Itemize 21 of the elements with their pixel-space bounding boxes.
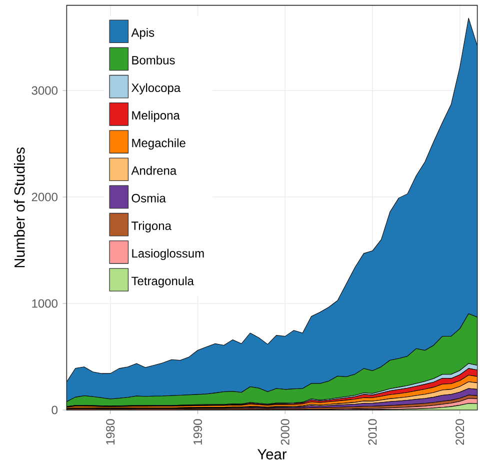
legend-label: Andrena — [131, 166, 177, 176]
x-tick-label: 2010 — [368, 419, 377, 445]
legend-label: Tetragonula — [132, 276, 194, 288]
legend-label: Bombus — [132, 56, 175, 65]
y-tick-label: 3000 — [32, 86, 58, 95]
x-axis-title: Year — [257, 449, 287, 460]
legend-label: Lasioglossum — [132, 248, 204, 260]
legend-label: Trigona — [132, 221, 172, 233]
y-tick-label: 1000 — [32, 299, 58, 308]
y-tick-label: 2000 — [32, 192, 58, 202]
y-axis-title: Number of Studies — [14, 148, 25, 268]
x-tick-label: 1980 — [106, 419, 115, 445]
legend-label: Apis — [131, 28, 154, 40]
legend-label: Xylocopa — [132, 83, 181, 95]
x-tick-label: 2000 — [280, 419, 290, 445]
legend-label: Melipona — [132, 110, 180, 122]
legend-label: Megachile — [132, 138, 186, 150]
y-tick-label: 0 — [52, 406, 58, 414]
legend-label: Osmia — [132, 194, 166, 203]
x-tick-label: 1990 — [193, 419, 202, 445]
x-tick-label: 2020 — [456, 419, 464, 445]
